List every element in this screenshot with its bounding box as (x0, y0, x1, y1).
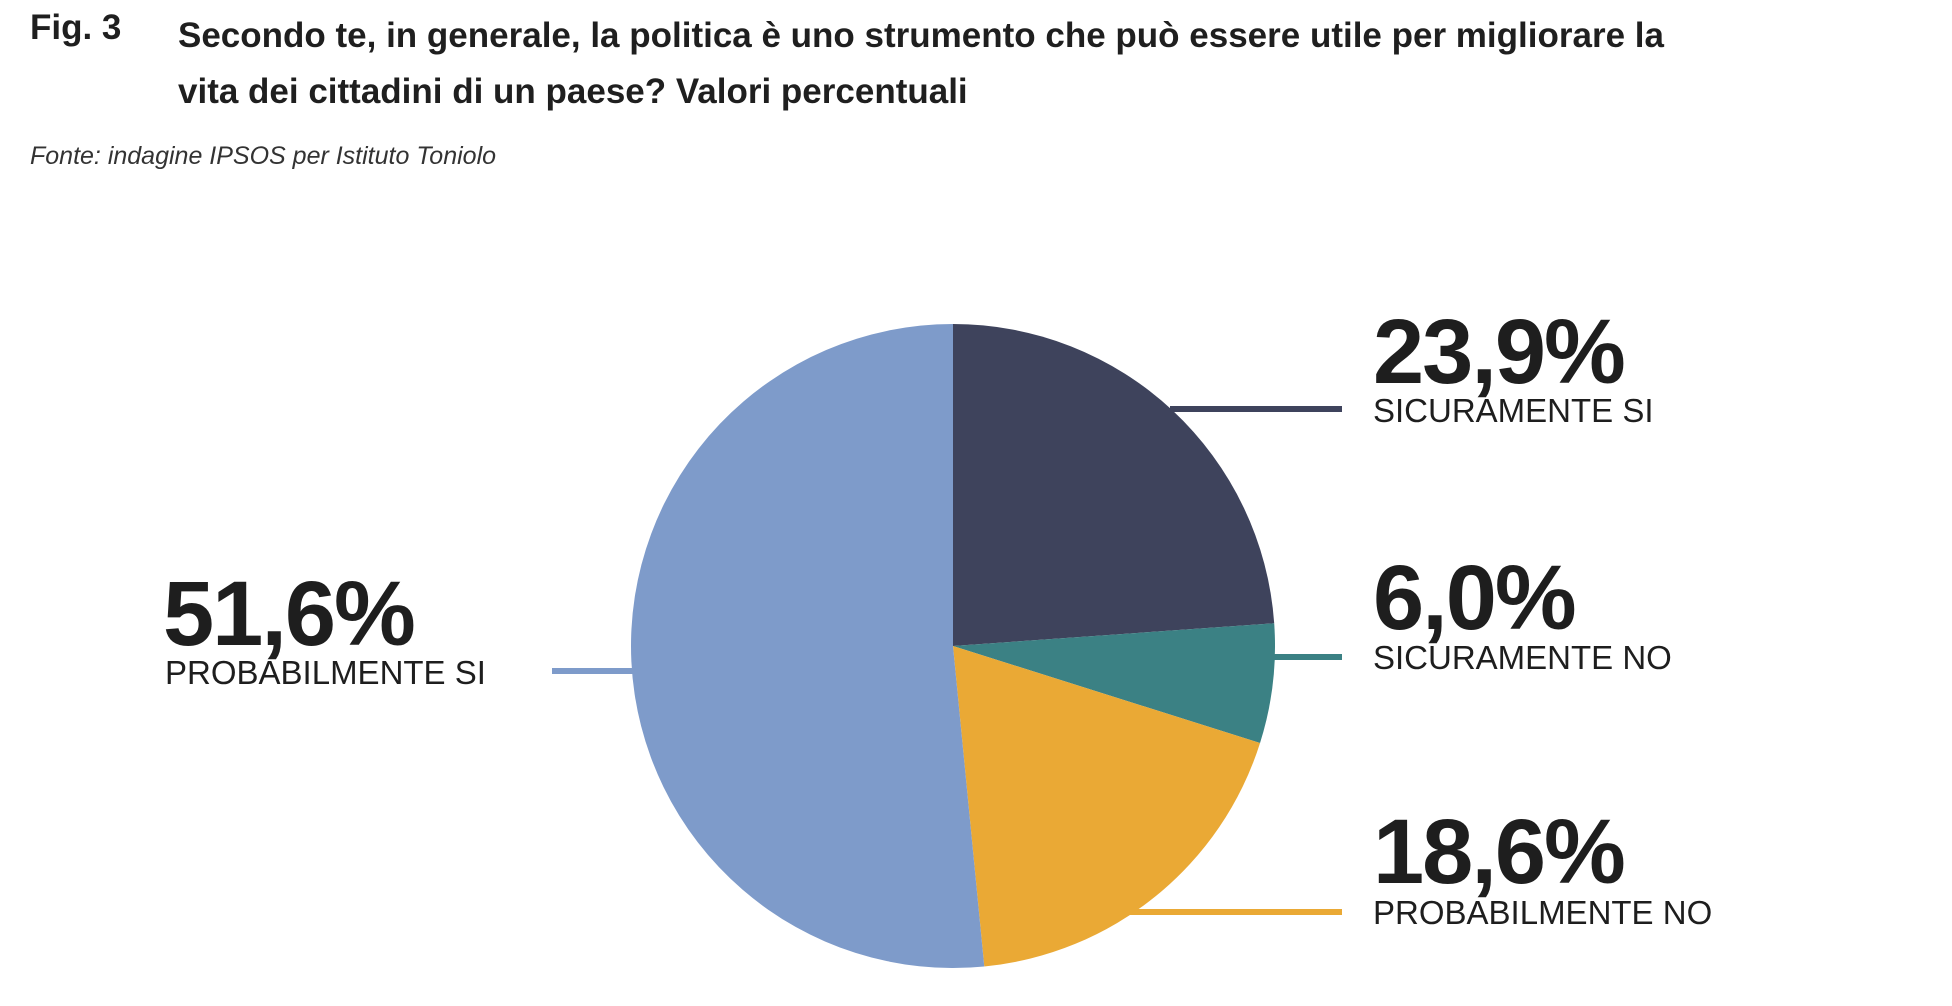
pie-slice-probabilmente-si (631, 324, 985, 968)
slice-value-probabilmente-si: 51,6% (163, 563, 416, 665)
figure-label: Fig. 3 (30, 8, 122, 47)
figure-title: Secondo te, in generale, la politica è u… (178, 16, 1664, 111)
pie-slice-probabilmente-no (953, 646, 1261, 967)
pie-slice-sicuramente-no (953, 623, 1275, 744)
slice-label-probabilmente-no: PROBABILMENTE NO (1373, 894, 1713, 931)
slice-value-sicuramente-si: 23,9% (1373, 301, 1626, 403)
figure-source: Fonte: indagine IPSOS per Istituto Tonio… (30, 142, 497, 170)
slice-label-probabilmente-si: PROBABILMENTE SI (165, 654, 486, 691)
pie-slice-sicuramente-si (953, 324, 1275, 646)
slice-label-sicuramente-no: SICURAMENTE NO (1373, 639, 1672, 676)
slice-label-sicuramente-si: SICURAMENTE SI (1373, 392, 1654, 429)
slice-value-probabilmente-no: 18,6% (1373, 801, 1626, 903)
slice-value-sicuramente-no: 6,0% (1373, 547, 1577, 649)
